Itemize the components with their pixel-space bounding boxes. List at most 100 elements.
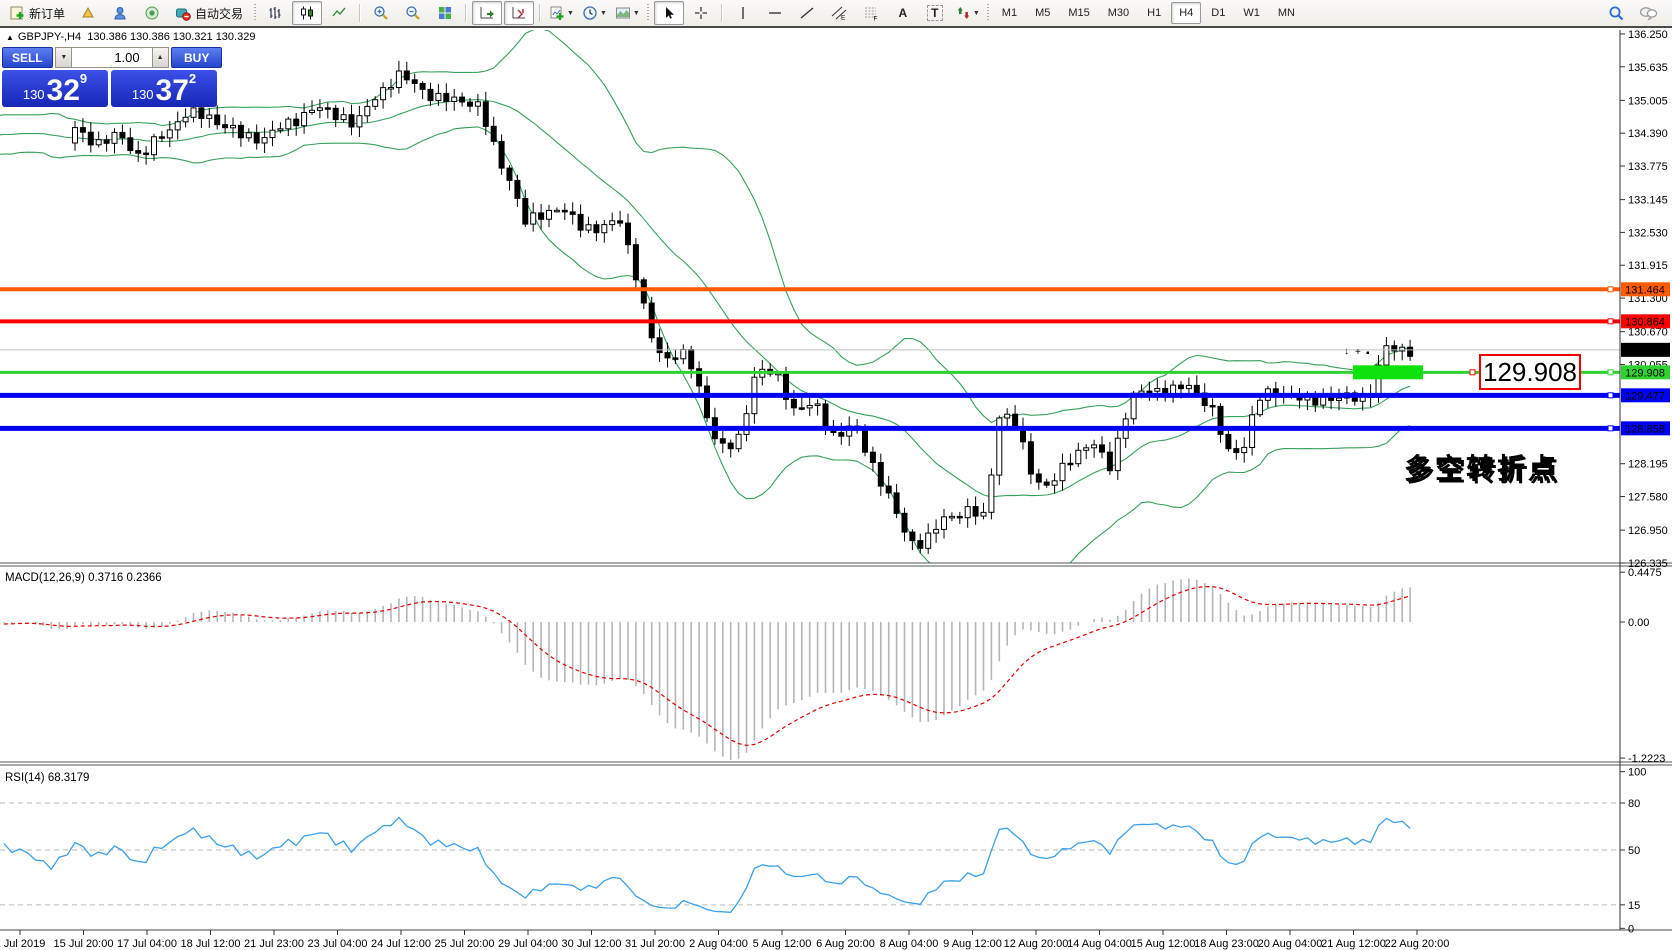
- svg-text:136.250: 136.250: [1628, 29, 1668, 41]
- svg-text:133.775: 133.775: [1628, 161, 1668, 173]
- navigator-button[interactable]: [137, 1, 167, 25]
- candlesticks-button[interactable]: [292, 1, 323, 25]
- zoom-out-button[interactable]: [398, 1, 428, 25]
- macd-label: MACD(12,26,9) 0.3716 0.2366: [5, 572, 162, 584]
- buy-button[interactable]: BUY: [171, 47, 222, 68]
- vertical-line-icon: [742, 7, 744, 19]
- new-order-label: 新订单: [29, 6, 66, 21]
- autotrading-button[interactable]: 自动交易: [169, 1, 249, 25]
- chart-shift-button[interactable]: [504, 1, 535, 25]
- equidistant-channel-icon: E: [831, 6, 847, 22]
- sell-price-sup: 9: [79, 71, 88, 86]
- chart-shift-icon: [512, 7, 526, 19]
- svg-text:15 Jul 20:00: 15 Jul 20:00: [54, 938, 114, 950]
- timeframe-m5[interactable]: M5: [1035, 7, 1051, 19]
- market-watch-icon: [114, 7, 126, 20]
- timeframe-m1[interactable]: M1: [1001, 7, 1018, 19]
- sell-price-big: 32: [46, 74, 80, 107]
- svg-text:131.464: 131.464: [1625, 284, 1665, 296]
- toolbar-separator: [720, 4, 723, 22]
- sell-button[interactable]: SELL: [2, 47, 53, 68]
- market-watch-button[interactable]: [105, 1, 135, 25]
- svg-text:2 Aug 04:00: 2 Aug 04:00: [689, 938, 748, 950]
- sell-price-panel[interactable]: 130 32 9: [2, 70, 108, 107]
- buy-price-sup: 2: [188, 71, 197, 86]
- timeframe-h4[interactable]: H4: [1171, 2, 1202, 24]
- fibonacci-button[interactable]: F: [856, 1, 886, 25]
- horizontal-line-button[interactable]: [760, 1, 790, 25]
- svg-text:130.864: 130.864: [1625, 316, 1665, 328]
- new-chart-icon: [82, 6, 94, 18]
- tile-windows-button[interactable]: [430, 1, 460, 25]
- toolbar-grip: [645, 4, 651, 22]
- zoom-out-icon: [406, 6, 420, 20]
- cursor-button[interactable]: [653, 1, 684, 25]
- volume-increase-button[interactable]: ▲: [151, 47, 169, 68]
- pane-frame: [0, 30, 1672, 931]
- cursor-icon: [665, 7, 674, 19]
- candles: [72, 60, 1414, 554]
- templates-button[interactable]: ▼: [612, 1, 643, 25]
- svg-text:127.580: 127.580: [1628, 492, 1668, 504]
- line-chart-button[interactable]: [324, 1, 354, 25]
- volume-input[interactable]: 1.00: [72, 47, 152, 68]
- svg-text:E: E: [841, 15, 846, 22]
- equidistant-channel-button[interactable]: E: [824, 1, 854, 25]
- collapse-arrow-icon[interactable]: ▲: [6, 33, 14, 42]
- text-label-button[interactable]: T: [920, 1, 950, 25]
- auto-scroll-button[interactable]: [472, 1, 503, 25]
- trendline-button[interactable]: [792, 1, 822, 25]
- periods-button[interactable]: ▼: [579, 1, 610, 25]
- tile-windows-icon: [439, 7, 452, 19]
- timeframe-w1[interactable]: W1: [1243, 7, 1260, 19]
- dropdown-caret-icon: ▼: [567, 9, 574, 17]
- toolbar-grip: [985, 4, 991, 22]
- timeframe-m15[interactable]: M15: [1068, 7, 1090, 19]
- zoom-in-button[interactable]: [366, 1, 396, 25]
- rsi-line: [3, 816, 1411, 913]
- templates-icon: [615, 7, 630, 19]
- symbol-period-label: GBPJPY-,H4: [17, 31, 82, 43]
- crosshair-icon: [694, 7, 707, 19]
- svg-text:100: 100: [1628, 767, 1646, 779]
- horizontal-lines[interactable]: [0, 286, 1620, 432]
- crosshair-button[interactable]: [686, 1, 716, 25]
- periods-clock-icon: [583, 6, 597, 20]
- new-chart-button[interactable]: [73, 1, 103, 25]
- arrow-objects-button[interactable]: ▼: [952, 1, 983, 25]
- ohlc-values: 130.386 130.386 130.321 130.329: [87, 31, 256, 43]
- trade-mark-icon: ↓: [1344, 346, 1349, 357]
- search-icon: [1609, 6, 1623, 20]
- timeframe-d1[interactable]: D1: [1211, 7, 1226, 19]
- svg-text:80: 80: [1628, 798, 1640, 810]
- svg-text:24 Jul 12:00: 24 Jul 12:00: [371, 938, 431, 950]
- svg-text:31 Jul 20:00: 31 Jul 20:00: [625, 938, 685, 950]
- svg-text:15 Aug 12:00: 15 Aug 12:00: [1131, 938, 1196, 950]
- svg-text:134.390: 134.390: [1628, 128, 1668, 140]
- trade-mark-icon: ▪: [1366, 348, 1370, 359]
- new-order-button[interactable]: 新订单: [3, 1, 71, 25]
- timeframe-m30[interactable]: M30: [1107, 7, 1130, 19]
- timeframe-mn[interactable]: MN: [1277, 7, 1295, 19]
- svg-text:22 Aug 20:00: 22 Aug 20:00: [1385, 938, 1450, 950]
- volume-decrease-button[interactable]: ▼: [55, 47, 73, 68]
- text-button[interactable]: A: [888, 1, 918, 25]
- svg-text:135.005: 135.005: [1628, 95, 1668, 107]
- buy-price-panel[interactable]: 130 37 2: [111, 70, 217, 107]
- timeframe-h1[interactable]: H1: [1147, 7, 1162, 19]
- bar-chart-button[interactable]: [260, 1, 290, 25]
- svg-text:128.858: 128.858: [1625, 423, 1665, 435]
- svg-text:F: F: [873, 16, 877, 22]
- svg-text:21 Aug 12:00: 21 Aug 12:00: [1321, 938, 1386, 950]
- svg-text:18 Jul 12:00: 18 Jul 12:00: [181, 938, 241, 950]
- svg-text:0.00: 0.00: [1628, 617, 1649, 629]
- svg-text:126.950: 126.950: [1628, 525, 1668, 537]
- search-button[interactable]: [1601, 1, 1631, 25]
- svg-text:30 Jul 12:00: 30 Jul 12:00: [562, 938, 622, 950]
- symbol-info-line: ▲ GBPJPY-,H4 130.386 130.386 130.321 130.…: [6, 31, 255, 43]
- indicators-button[interactable]: ▼: [546, 1, 577, 25]
- chat-button[interactable]: [1633, 1, 1663, 25]
- vertical-line-button[interactable]: [728, 1, 758, 25]
- svg-text:2 Jul 2019: 2 Jul 2019: [0, 938, 45, 950]
